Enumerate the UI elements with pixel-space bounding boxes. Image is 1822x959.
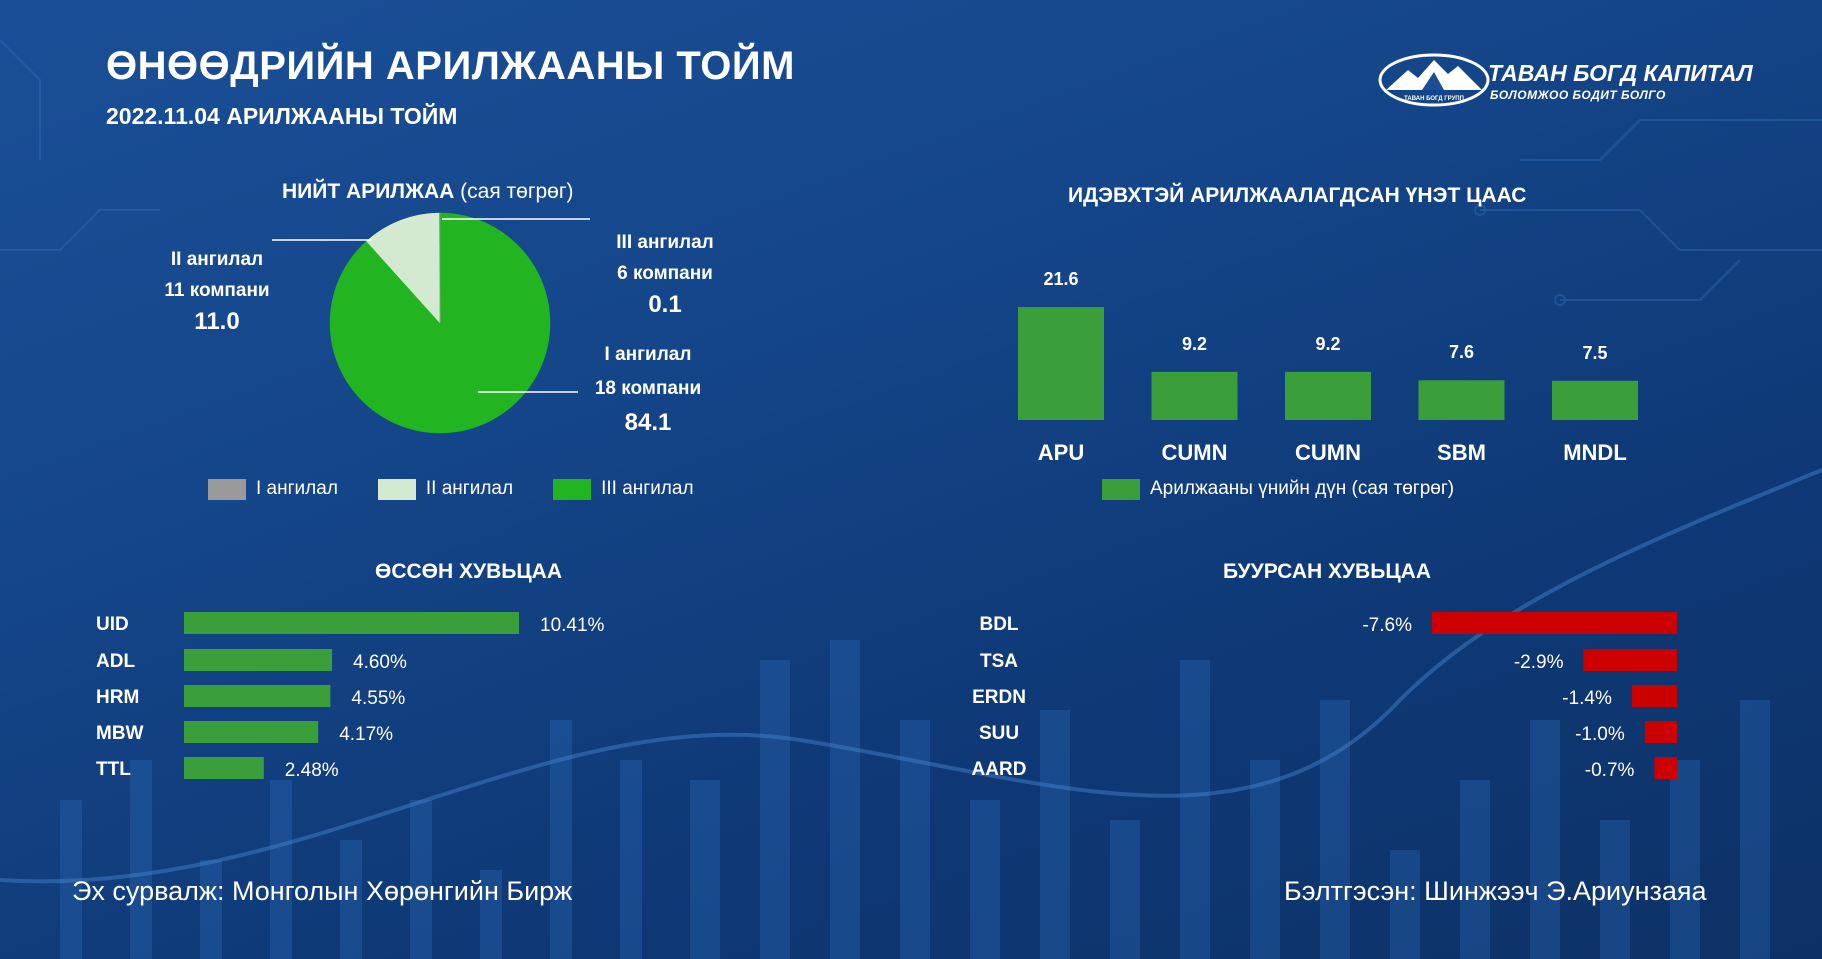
pie-label-category-1: I ангилал 18 компани 84.1 bbox=[594, 344, 702, 436]
company-logo: ТАВАН БОГД ГРУПП ТАВАН БОГД КАПИТАЛ БОЛО… bbox=[1378, 52, 1753, 112]
emblem-text: ТАВАН БОГД ГРУПП bbox=[1404, 96, 1464, 102]
bar-value-label: 9.2 bbox=[1182, 334, 1207, 354]
logo-brand-name: ТАВАН БОГД КАПИТАЛ bbox=[1488, 60, 1753, 86]
bar-category-label: CUMN bbox=[1162, 440, 1228, 465]
bar-value-label: 21.6 bbox=[1043, 269, 1078, 289]
gainers-title: ӨССӨН ХУВЬЦАА bbox=[375, 560, 563, 583]
legend-label: II ангилал bbox=[425, 478, 514, 499]
pie-legend-item: II ангилал bbox=[377, 478, 514, 500]
loser-ticker-label: ERDN bbox=[972, 687, 1026, 708]
gainer-bar-uid bbox=[184, 612, 519, 634]
page-title: ӨНӨӨДРИЙН АРИЛЖААНЫ ТОЙМ bbox=[106, 44, 795, 88]
gainer-value-label: 4.17% bbox=[339, 724, 393, 745]
circuit-lines-decoration bbox=[0, 39, 1822, 306]
bar-cumn bbox=[1285, 371, 1371, 420]
gainer-bar-mbw bbox=[184, 721, 319, 743]
loser-ticker-label: SUU bbox=[979, 723, 1019, 744]
loser-bar-suu bbox=[1644, 721, 1677, 743]
bar-cumn bbox=[1151, 371, 1238, 420]
legend-swatch-pale-green bbox=[377, 478, 416, 500]
bar-apu bbox=[1018, 307, 1104, 420]
losers-title: БУУРСАН ХУВЬЦАА bbox=[1223, 560, 1431, 583]
bar-value-label: 7.6 bbox=[1449, 342, 1474, 362]
gainer-value-label: 4.60% bbox=[353, 652, 407, 673]
candlestick-decoration bbox=[60, 640, 1770, 959]
legend-label: I ангилал bbox=[256, 478, 338, 499]
bar-value-label: 7.5 bbox=[1582, 343, 1607, 363]
loser-value-label: -7.6% bbox=[1362, 615, 1412, 636]
gainer-ticker-label: MBW bbox=[96, 723, 144, 744]
legend-label: Арилжааны үнийн дүн (сая төгрөг) bbox=[1150, 478, 1455, 499]
logo-tagline: БОЛОМЖОО БОДИТ БОЛГО bbox=[1490, 88, 1666, 102]
gainer-ticker-label: TTL bbox=[96, 759, 131, 780]
pie-legend-item: I ангилал bbox=[208, 478, 338, 500]
bar-category-label: SBM bbox=[1437, 440, 1486, 465]
gainer-ticker-label: ADL bbox=[96, 651, 135, 672]
legend-label: III ангилал bbox=[601, 478, 694, 499]
bar-category-label: APU bbox=[1038, 440, 1084, 465]
gainer-value-label: 2.48% bbox=[285, 760, 339, 781]
bar-sbm bbox=[1418, 380, 1505, 420]
loser-ticker-label: BDL bbox=[979, 614, 1018, 635]
loser-value-label: -2.9% bbox=[1514, 652, 1564, 673]
pie-legend-item: III ангилал bbox=[553, 478, 694, 500]
loser-value-label: -0.7% bbox=[1585, 760, 1635, 781]
loser-ticker-label: AARD bbox=[972, 759, 1027, 780]
gainer-ticker-label: HRM bbox=[96, 687, 139, 708]
mountain-emblem-icon: ТАВАН БОГД ГРУПП bbox=[1378, 53, 1490, 107]
bar-chart-title: ИДЭВХТЭЙ АРИЛЖААЛАГДСАН ҮНЭТ ЦААС bbox=[1068, 184, 1527, 207]
loser-bar-bdl bbox=[1432, 612, 1677, 634]
page-subtitle: 2022.11.04 АРИЛЖААНЫ ТОЙМ bbox=[106, 103, 458, 129]
bar-category-label: CUMN bbox=[1295, 440, 1361, 465]
pie-label-category-2: II ангилал 11 компани 11.0 bbox=[164, 249, 270, 335]
gainer-bar-adl bbox=[184, 649, 333, 671]
bar-category-label: MNDL bbox=[1563, 440, 1627, 465]
loser-ticker-label: TSA bbox=[980, 651, 1018, 672]
bar-value-label: 9.2 bbox=[1315, 334, 1340, 354]
bar-legend-item: Арилжааны үнийн дүн (сая төгрөг) bbox=[1102, 478, 1454, 500]
pie-chart-title: НИЙТ АРИЛЖАА (сая төгрөг) bbox=[282, 180, 574, 203]
gainer-bar-ttl bbox=[184, 757, 264, 779]
pie-slice-3 bbox=[439, 212, 441, 324]
bar-mndl bbox=[1552, 380, 1638, 420]
legend-swatch-green bbox=[553, 478, 592, 500]
loser-bar-tsa bbox=[1583, 649, 1677, 671]
loser-value-label: -1.4% bbox=[1562, 688, 1612, 709]
gainer-value-label: 10.41% bbox=[540, 615, 605, 636]
bar-chart-legend: Арилжааны үнийн дүн (сая төгрөг) bbox=[1102, 478, 1494, 500]
legend-swatch-gray bbox=[208, 478, 246, 500]
gainer-bar-hrm bbox=[184, 685, 331, 707]
legend-swatch-green bbox=[1102, 478, 1140, 500]
gainer-value-label: 4.55% bbox=[351, 688, 405, 709]
loser-bar-aard bbox=[1654, 757, 1677, 779]
wave-decoration bbox=[0, 468, 1822, 884]
pie-label-category-3: III ангилал 6 компани 0.1 bbox=[616, 232, 714, 318]
loser-value-label: -1.0% bbox=[1575, 724, 1625, 745]
prepared-by-note: Бэлтгэсэн: Шинжээч Э.Ариунзаяа bbox=[1284, 876, 1707, 906]
pie-legend: I ангилал II ангилал III ангилал bbox=[208, 478, 734, 500]
source-note: Эх сурвалж: Монголын Хөрөнгийн Бирж bbox=[72, 876, 573, 906]
loser-bar-erdn bbox=[1631, 685, 1677, 707]
gainer-ticker-label: UID bbox=[96, 614, 129, 635]
